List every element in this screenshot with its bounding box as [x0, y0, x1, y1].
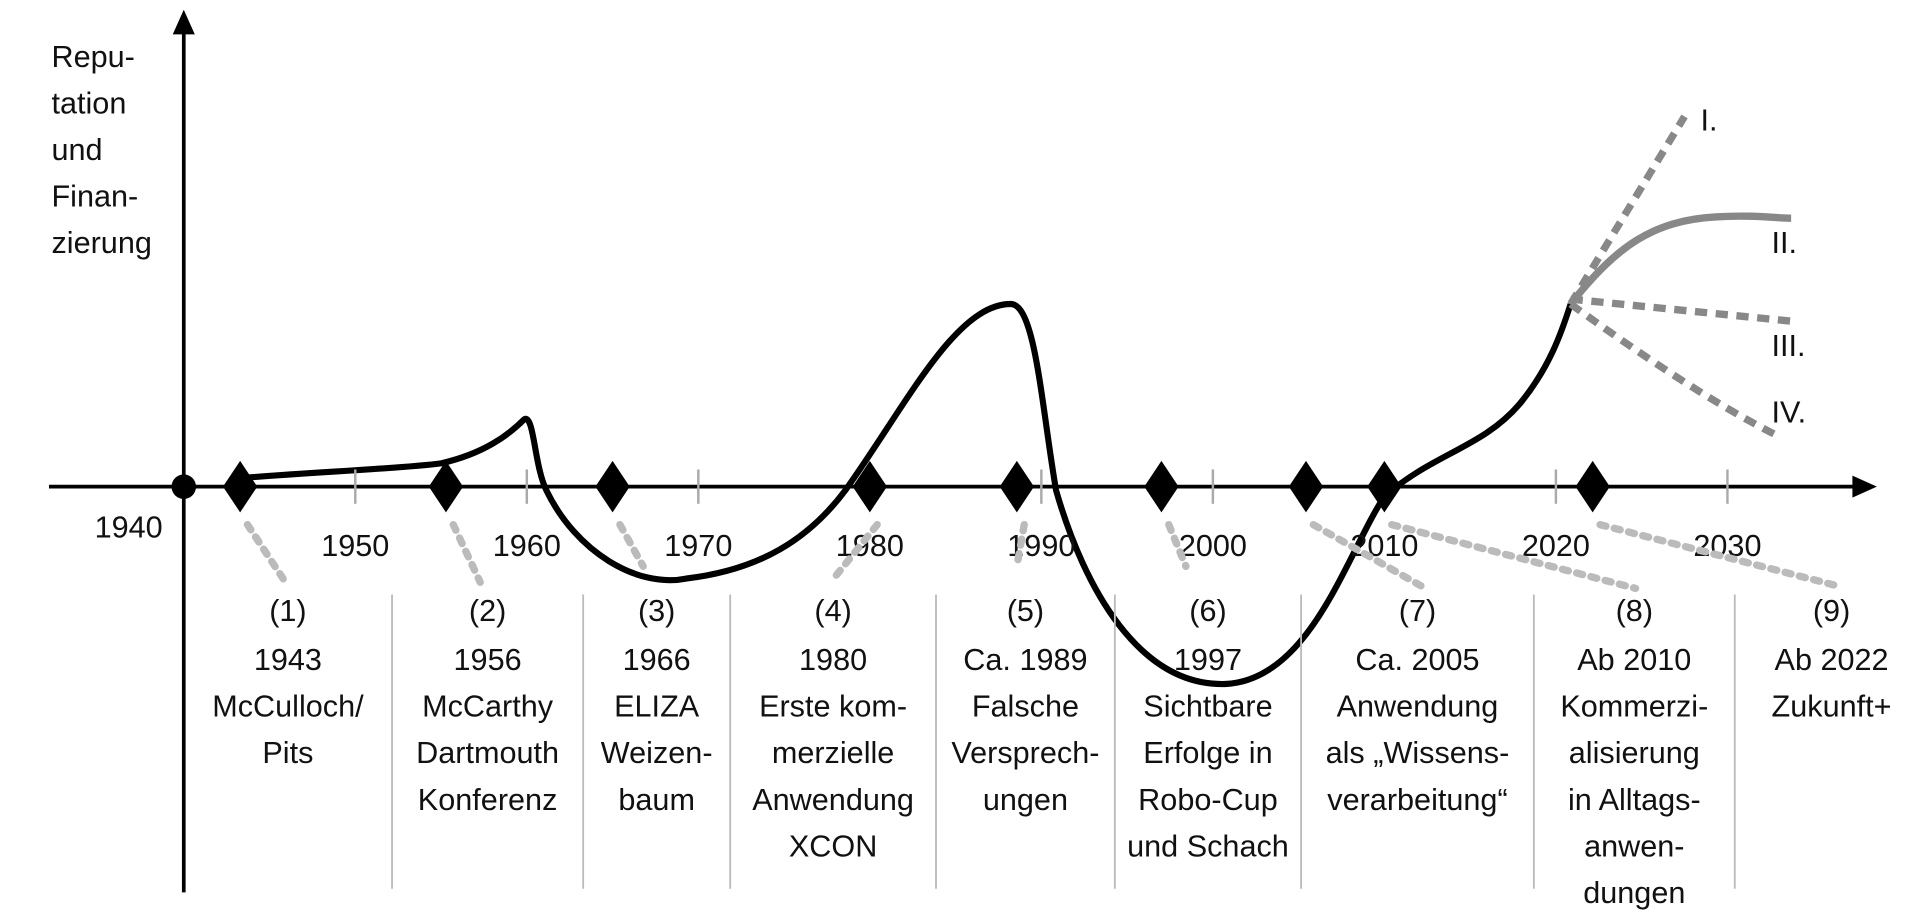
event-text: ELIZA [614, 690, 700, 724]
event-number: (2) [469, 594, 506, 628]
event-text: anwen- [1584, 829, 1684, 863]
event-number: (8) [1616, 594, 1653, 628]
event-number: (3) [638, 594, 675, 628]
scenario-label: II. [1772, 226, 1798, 260]
connector [243, 520, 292, 590]
event-year: 1966 [623, 643, 691, 677]
origin-label: 1940 [95, 511, 163, 545]
event-year: Ab 2022 [1775, 643, 1889, 677]
event-text: McCarthy [422, 690, 554, 724]
x-tick-label: 2020 [1522, 529, 1590, 563]
event-year: 1980 [799, 643, 867, 677]
event-marker [1367, 460, 1402, 513]
y-axis-label: Repu- [51, 40, 134, 74]
y-axis-label: Finan- [51, 180, 138, 214]
event-text: verarbeitung“ [1327, 783, 1507, 817]
event-text: Robo-Cup [1138, 783, 1278, 817]
event-text: Kommerzi- [1560, 690, 1708, 724]
event-year: Ab 2010 [1577, 643, 1691, 677]
scenario-line [1568, 301, 1779, 439]
event-text: Zukunft+ [1772, 690, 1892, 724]
event-text: Erfolge in [1143, 736, 1272, 770]
connector [1165, 520, 1190, 570]
scenario-line [1567, 114, 1688, 306]
x-tick-label: 2010 [1350, 529, 1418, 563]
event-text: Versprech- [951, 736, 1099, 770]
y-axis-label: zierung [51, 226, 151, 260]
event-text: Dartmouth [416, 736, 559, 770]
connector [1388, 520, 1640, 593]
event-year: 1956 [454, 643, 522, 677]
event-text: Pits [262, 736, 313, 770]
event-marker [428, 460, 464, 513]
connector [831, 520, 881, 580]
scenario-label: IV. [1772, 395, 1807, 429]
event-year: 1943 [254, 643, 322, 677]
origin-dot [171, 474, 197, 499]
event-text: in Alltags- [1568, 783, 1701, 817]
event-text: dungen [1583, 876, 1685, 910]
scenario-label: III. [1772, 329, 1806, 363]
event-text: als „Wissens- [1326, 736, 1510, 770]
connector [1309, 520, 1425, 590]
event-text: Konferenz [418, 783, 558, 817]
event-text: ungen [983, 783, 1068, 817]
event-marker [1144, 460, 1179, 513]
event-marker [595, 460, 630, 513]
y-axis-label: tation [51, 87, 126, 121]
connector [449, 520, 484, 586]
scenario-line [1567, 212, 1792, 307]
event-text: Falsche [972, 690, 1079, 724]
event-text: Weizen- [601, 736, 713, 770]
scenario-line [1570, 295, 1792, 325]
y-axis-label: und [51, 133, 102, 167]
event-number: (4) [814, 594, 851, 628]
event-number: (7) [1399, 594, 1436, 628]
event-year: Ca. 1989 [963, 643, 1087, 677]
event-marker [1575, 460, 1610, 513]
event-text: und Schach [1127, 829, 1289, 863]
connector [1013, 520, 1028, 570]
event-text: Anwendung [752, 783, 914, 817]
event-text: merzielle [772, 736, 894, 770]
event-number: (5) [1007, 594, 1044, 628]
generated: Repu-tation und Finan-zierung 1950 1960 1970 1… [51, 40, 1891, 910]
event-text: Erste kom- [759, 690, 907, 724]
event-marker [999, 460, 1035, 513]
event-year: Ca. 2005 [1355, 643, 1479, 677]
event-text: XCON [789, 829, 877, 863]
x-tick-label: 1950 [321, 529, 389, 563]
event-text: McCulloch/ [212, 690, 364, 724]
event-number: (9) [1813, 594, 1850, 628]
x-tick-label: 1960 [493, 529, 561, 563]
event-text: alisierung [1569, 736, 1700, 770]
x-tick-label: 2000 [1179, 529, 1247, 563]
connector [616, 520, 647, 570]
x-tick-label: 1970 [664, 529, 732, 563]
event-number: (1) [269, 594, 306, 628]
connector [1596, 520, 1842, 590]
event-marker [1288, 460, 1324, 513]
event-text: Sichtbare [1143, 690, 1272, 724]
event-text: baum [618, 783, 695, 817]
event-number: (6) [1189, 594, 1226, 628]
event-text: Anwendung [1337, 690, 1499, 724]
event-marker [222, 460, 258, 513]
y-arrow [172, 9, 195, 35]
scenario-label: I. [1700, 104, 1717, 138]
event-year: 1997 [1174, 643, 1242, 677]
x-arrow [1852, 475, 1877, 498]
